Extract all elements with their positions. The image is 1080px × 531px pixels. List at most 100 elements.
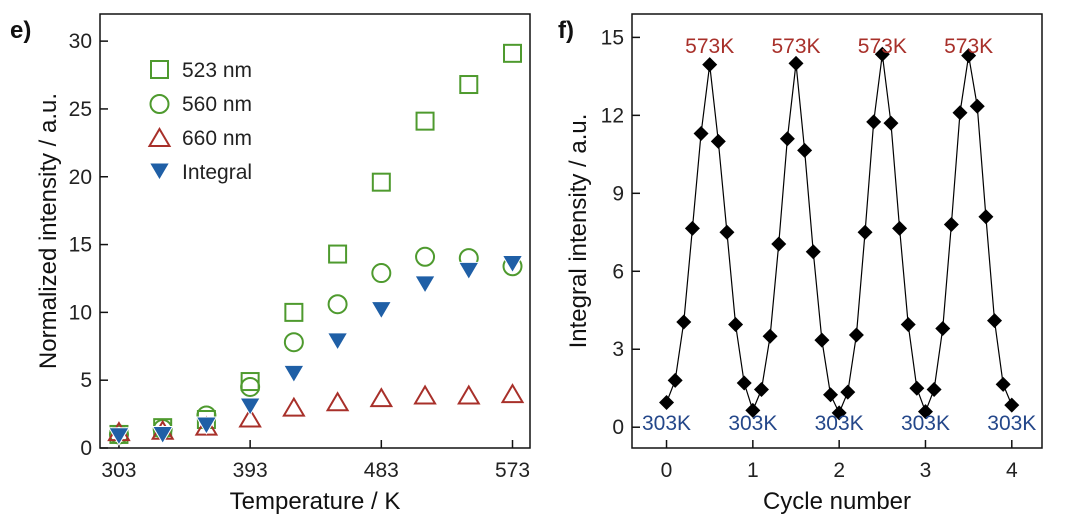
annotation-573k: 573K (944, 35, 993, 58)
point-integral-intensity (935, 320, 951, 336)
point-integral-intensity (684, 220, 700, 236)
annotation-303k: 303K (728, 412, 777, 435)
point-integral-intensity (909, 380, 925, 396)
panel-f-y-tick-label: 3 (612, 338, 624, 361)
annotation-573k: 573K (858, 35, 907, 58)
point-integral (501, 255, 524, 274)
point-integral-intensity (728, 317, 744, 333)
panel-f-x-tick-label: 3 (920, 459, 932, 482)
panel-f-annotations: 573K 573K 573K 573K 303K 303K 303K 303K 303K (642, 35, 1036, 435)
point-integral-intensity (978, 209, 994, 225)
legend-integral-label: Integral (182, 161, 252, 184)
point-560-nm (415, 246, 436, 267)
legend-523nm-label: 523 nm (182, 59, 252, 82)
point-integral-intensity (840, 384, 856, 400)
point-integral-intensity (753, 382, 769, 398)
point-660-nm (457, 384, 481, 405)
point-integral-intensity (771, 236, 787, 252)
point-integral (239, 397, 262, 416)
panel-e-y-tick-label: 25 (69, 98, 92, 121)
panel-e-legend: 523 nm 560 nm 660 nm Integral (147, 59, 252, 184)
point-523-nm (284, 302, 304, 322)
point-integral (370, 301, 393, 320)
point-integral-intensity (797, 142, 813, 158)
panel-f-y-axis-label: Integral intensity / a.u. (565, 114, 592, 349)
point-integral-intensity (659, 395, 675, 411)
point-integral-intensity (995, 376, 1011, 392)
point-integral-intensity (831, 405, 847, 421)
legend-integral-marker (148, 162, 171, 181)
panel-e-y-tick-label: 20 (69, 166, 92, 189)
point-integral-intensity (900, 317, 916, 333)
point-integral (195, 416, 218, 435)
point-integral-intensity (848, 327, 864, 343)
panel-e-x-tick-label: 303 (101, 459, 136, 482)
point-integral-intensity (788, 55, 804, 71)
panel-f-plot-frame (631, 13, 1043, 449)
panel-e-data-marks (107, 43, 525, 446)
point-integral-intensity (969, 98, 985, 114)
point-integral (414, 275, 436, 294)
point-integral-intensity (693, 126, 709, 142)
point-integral-intensity (667, 372, 683, 388)
panel-f-x-tick-label: 1 (747, 459, 759, 482)
point-integral-intensity (917, 404, 933, 420)
annotation-303k: 303K (642, 412, 691, 435)
point-660-nm (238, 407, 262, 428)
panel-e: e) 303 393 483 573 0 5 10 15 20 25 30 Temperature … (10, 13, 531, 515)
point-integral (108, 427, 130, 446)
panel-f-label: f) (558, 17, 574, 44)
point-integral (151, 425, 174, 445)
panel-e-x-tick-label: 573 (495, 459, 530, 482)
point-integral (326, 332, 349, 351)
panel-e-y-axis-label: Normalized intensity / a.u. (35, 93, 62, 369)
panel-f-x-tick-label: 4 (1006, 459, 1018, 482)
point-660-nm (369, 387, 394, 408)
panel-f-data-marks (659, 46, 1020, 421)
point-integral-intensity (866, 114, 882, 130)
point-integral-intensity (745, 402, 761, 418)
annotation-303k: 303K (815, 412, 864, 435)
point-560-nm (283, 332, 304, 353)
point-integral-intensity (676, 314, 692, 330)
point-523-nm (459, 75, 479, 95)
point-integral-intensity (823, 387, 839, 403)
point-integral-intensity (762, 328, 778, 344)
legend-660nm-marker (147, 127, 172, 147)
panel-e-x-axis-label: Temperature / K (230, 488, 401, 515)
panel-e-axis-ticks: 303 393 483 573 0 5 10 15 20 25 30 (69, 30, 530, 482)
panel-e-y-tick-label: 15 (69, 234, 92, 257)
point-523-nm (240, 372, 260, 392)
point-integral-intensity (857, 224, 873, 240)
panel-e-x-tick-label: 483 (364, 459, 399, 482)
annotation-573k: 573K (685, 35, 734, 58)
point-660-nm (500, 383, 525, 404)
point-integral-intensity (710, 133, 726, 149)
panel-f-y-tick-label: 6 (612, 260, 624, 283)
point-660-nm (325, 391, 350, 412)
point-integral-intensity (874, 46, 890, 62)
annotation-303k: 303K (987, 412, 1036, 435)
point-integral-intensity (987, 313, 1003, 329)
panel-f-y-tick-label: 9 (612, 182, 624, 205)
point-integral-intensity (943, 217, 959, 233)
point-660-nm (282, 396, 306, 417)
annotation-573k: 573K (771, 35, 820, 58)
point-523-nm (415, 111, 435, 131)
point-660-nm (413, 384, 437, 405)
point-560-nm (327, 294, 348, 315)
panel-f-x-axis-label: Cycle number (763, 488, 911, 515)
panel-e-plot-frame (99, 13, 531, 449)
point-523-nm (328, 244, 348, 264)
point-integral-intensity (779, 131, 795, 147)
point-560-nm (240, 376, 261, 397)
point-integral-intensity (702, 57, 718, 73)
panel-f-y-tick-label: 0 (612, 416, 624, 439)
legend-560nm-label: 560 nm (182, 93, 252, 116)
point-integral-intensity (719, 224, 735, 240)
legend-523nm-marker (150, 60, 169, 79)
point-integral (282, 364, 305, 384)
point-523-nm (371, 172, 391, 192)
point-integral-intensity (961, 48, 977, 64)
